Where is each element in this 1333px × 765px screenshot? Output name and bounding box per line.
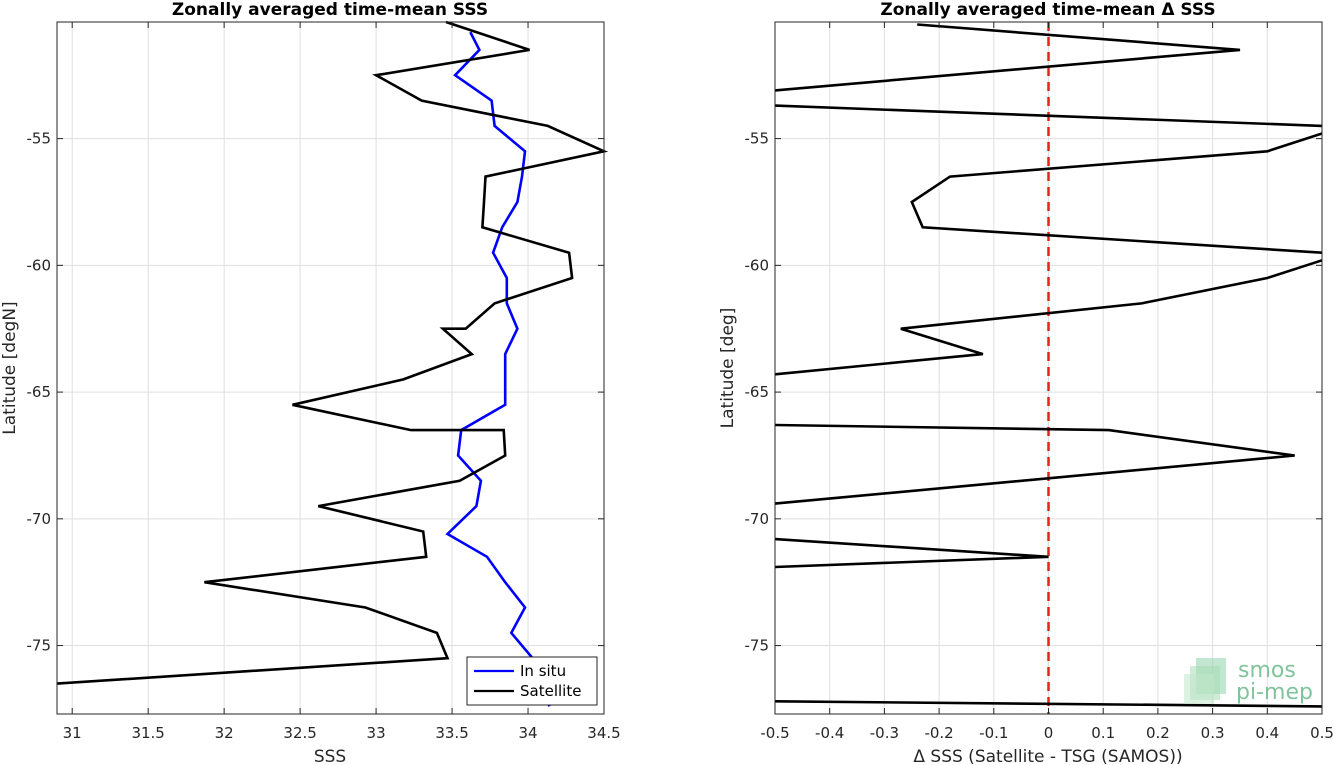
logo-mark-front — [1184, 674, 1214, 704]
delta-series-0-line — [774, 537, 1049, 569]
sss-y-tick-label: -70 — [27, 510, 52, 528]
delta-series-0-line — [774, 700, 1323, 708]
delta-x-tick-label: 0.3 — [1201, 724, 1225, 742]
delta-x-tick-label: -0.3 — [870, 724, 899, 742]
delta-series-0-line — [910, 132, 1323, 254]
sss-x-tick-label: 31.5 — [131, 724, 164, 742]
sss-y-tick-label: -65 — [27, 383, 52, 401]
delta-x-tick-label: -0.1 — [979, 724, 1008, 742]
delta-chart-title: Zonally averaged time-mean Δ SSS — [880, 0, 1215, 20]
legend-in-situ-label: In situ — [520, 662, 566, 680]
sss-plot-frame — [56, 21, 605, 715]
sss-chart: 31 31.5 32 32.5 33 33.5 34 34.5-75-70-65-60-55 … — [0, 0, 621, 765]
sss-x-tick-label: 34 — [518, 724, 537, 742]
delta-x-tick-label: 0 — [1044, 724, 1054, 742]
delta-x-tick-label: 0.1 — [1091, 724, 1115, 742]
sss-x-axis-label: SSS — [314, 747, 346, 765]
sss-legend: In situ Satellite — [466, 656, 598, 706]
sss-satellite-line — [56, 20, 609, 685]
sss-x-tick-label: 31 — [63, 724, 82, 742]
delta-ticks: -0.5 -0.4 -0.3 -0.2 -0.1 0 0.1 0.2 0.3 0.4 0.5 -75 -… — [745, 22, 1333, 742]
legend-satellite-label: Satellite — [520, 682, 581, 700]
sss-x-tick-label: 32.5 — [283, 724, 316, 742]
delta-y-axis-label: Latitude [deg] — [718, 308, 738, 429]
logo-text-pi-mep: pi-mep — [1236, 680, 1313, 705]
sss-ticks: 31 31.5 32 32.5 33 33.5 34 34.5 -75 -70 -65 -60 -55 — [27, 22, 621, 742]
sss-x-tick-label: 33 — [367, 724, 386, 742]
delta-y-tick-label: -75 — [745, 637, 770, 655]
delta-x-tick-label: 0.2 — [1146, 724, 1170, 742]
sss-x-tick-label: 34.5 — [587, 724, 620, 742]
delta-y-tick-label: -55 — [745, 130, 770, 148]
sss-plot-area — [57, 22, 604, 714]
sss-series-lines — [56, 20, 609, 707]
sss-x-tick-label: 33.5 — [435, 724, 468, 742]
delta-x-tick-label: -0.4 — [815, 724, 844, 742]
delta-x-axis-label: Δ SSS (Satellite - TSG (SAMOS)) — [913, 747, 1182, 765]
delta-x-tick-label: 0.5 — [1310, 724, 1333, 742]
sss-chart-title: Zonally averaged time-mean SSS — [172, 0, 488, 20]
legend-box — [466, 656, 598, 706]
delta-y-tick-label: -60 — [745, 256, 770, 274]
delta-y-tick-label: -65 — [745, 383, 770, 401]
delta-series-0-line — [774, 23, 1241, 92]
delta-series-0-line — [774, 104, 1323, 128]
sss-y-axis-label: Latitude [degN] — [0, 301, 20, 434]
sss-y-tick-label: -60 — [27, 256, 52, 274]
delta-x-tick-label: 0.4 — [1255, 724, 1279, 742]
sss-y-tick-label: -75 — [27, 637, 52, 655]
logo-text-smos: smos — [1238, 658, 1296, 683]
delta-x-tick-label: -0.2 — [924, 724, 953, 742]
sss-x-tick-label: 32 — [215, 724, 234, 742]
delta-y-tick-label: -70 — [745, 510, 770, 528]
smos-pi-mep-logo: smos pi-mep — [1184, 658, 1313, 705]
delta-x-tick-label: -0.5 — [760, 724, 789, 742]
delta-series-0-line — [774, 423, 1295, 505]
delta-sss-chart: smos pi-mep -0.5 -0.4 -0.3 -0.2 -0.1 0 0.1 0.2 0… — [718, 0, 1333, 765]
sss-in-situ-line — [445, 31, 551, 707]
delta-series-lines — [774, 22, 1323, 714]
sss-grid — [57, 22, 605, 714]
delta-series-0-line — [774, 259, 1323, 376]
sss-y-tick-label: -55 — [27, 130, 52, 148]
